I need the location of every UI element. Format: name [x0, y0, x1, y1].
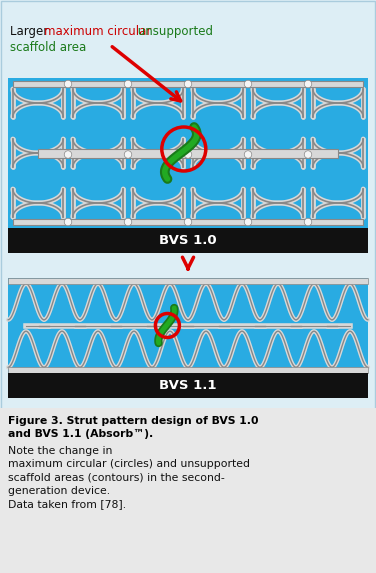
- Text: unsupported: unsupported: [134, 25, 213, 38]
- FancyBboxPatch shape: [8, 278, 368, 373]
- Text: Figure 3. Strut pattern design of BVS 1.0
and BVS 1.1 (Absorb™).: Figure 3. Strut pattern design of BVS 1.…: [8, 416, 259, 439]
- FancyBboxPatch shape: [8, 78, 368, 228]
- Text: Larger: Larger: [10, 25, 52, 38]
- Circle shape: [124, 218, 132, 226]
- Circle shape: [124, 151, 132, 158]
- FancyBboxPatch shape: [8, 228, 368, 253]
- Circle shape: [64, 218, 72, 226]
- FancyBboxPatch shape: [8, 367, 368, 373]
- FancyBboxPatch shape: [13, 219, 363, 225]
- Circle shape: [64, 80, 72, 88]
- FancyBboxPatch shape: [13, 81, 363, 87]
- Circle shape: [184, 80, 192, 88]
- Circle shape: [244, 80, 252, 88]
- FancyBboxPatch shape: [0, 408, 376, 573]
- Text: Note the change in
maximum circular (circles) and unsupported
scaffold areas (co: Note the change in maximum circular (cir…: [8, 446, 250, 509]
- Circle shape: [244, 218, 252, 226]
- Text: maximum circular: maximum circular: [44, 25, 152, 38]
- Circle shape: [124, 80, 132, 88]
- FancyBboxPatch shape: [8, 278, 368, 284]
- Text: BVS 1.1: BVS 1.1: [159, 379, 217, 392]
- Circle shape: [184, 151, 192, 158]
- Circle shape: [244, 151, 252, 158]
- FancyBboxPatch shape: [38, 148, 338, 158]
- Circle shape: [184, 218, 192, 226]
- FancyBboxPatch shape: [8, 373, 368, 398]
- Circle shape: [304, 80, 312, 88]
- Text: BVS 1.0: BVS 1.0: [159, 234, 217, 247]
- Text: scaffold area: scaffold area: [10, 41, 86, 54]
- Circle shape: [304, 218, 312, 226]
- Circle shape: [64, 151, 72, 158]
- Circle shape: [304, 151, 312, 158]
